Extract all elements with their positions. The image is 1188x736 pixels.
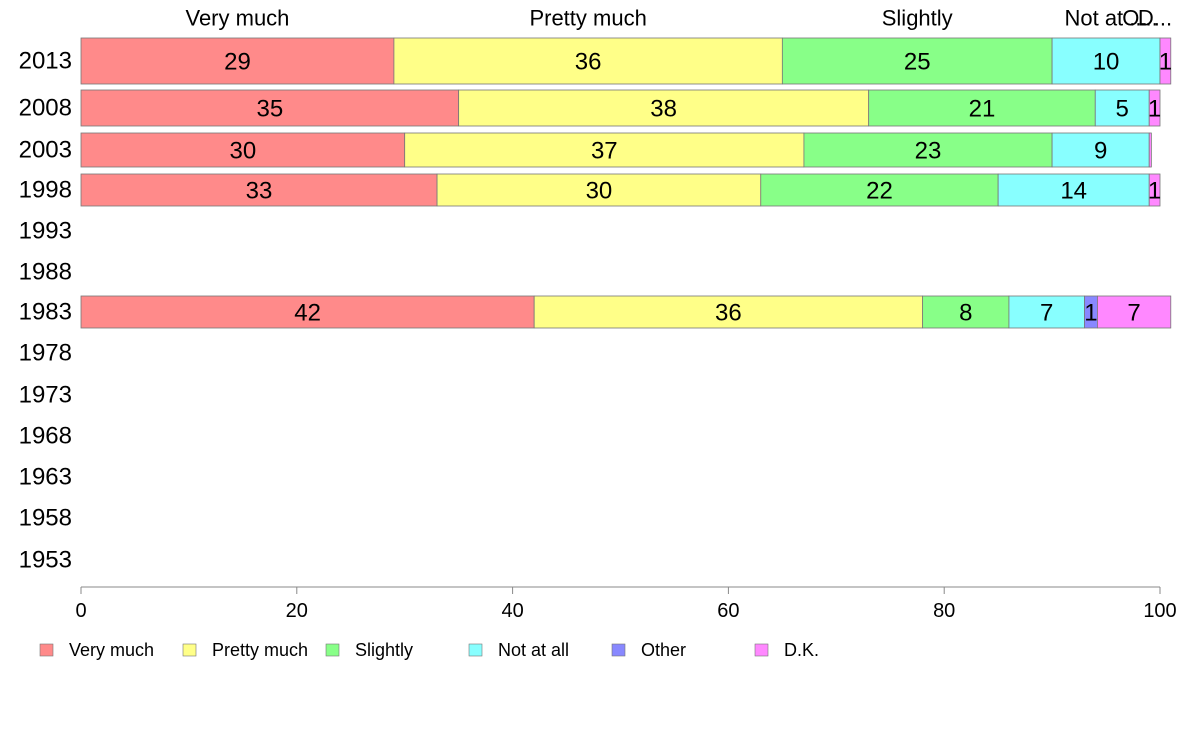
legend-swatch-other	[611, 643, 626, 657]
year-label-1958: 1958	[19, 505, 72, 532]
legend-label-pretty-much: Pretty much	[212, 640, 308, 660]
data-label-2013-pretty-much: 36	[575, 49, 602, 76]
x-tick-label-40: 40	[501, 600, 523, 622]
bar-1983-slightly	[922, 295, 1010, 329]
year-label-2013: 2013	[19, 48, 72, 75]
bar-2013-slightly	[781, 37, 1053, 85]
data-label-1983-pretty-much: 36	[715, 300, 742, 327]
bar-1983-pretty-much	[533, 295, 924, 329]
data-label-2013-not-at-all: 10	[1093, 49, 1120, 76]
bar-2008-slightly	[868, 89, 1096, 127]
legend-label-d-k-: D.K.	[784, 640, 819, 660]
bar-2003-very-much	[80, 132, 406, 168]
year-label-2003: 2003	[19, 137, 72, 164]
data-label-2008-not-at-all: 5	[1116, 96, 1129, 123]
data-label-1983-not-at-all: 7	[1040, 300, 1053, 327]
bar-2003-d-k-	[1148, 132, 1152, 168]
bar-2013-d-k-	[1159, 37, 1172, 85]
x-tick-label-60: 60	[717, 600, 739, 622]
data-label-2008-very-much: 35	[256, 96, 283, 123]
top-label-4: O...	[1122, 6, 1157, 31]
data-label-1983-d-k-: 7	[1127, 300, 1140, 327]
data-label-2003-not-at-all: 9	[1094, 138, 1107, 165]
bar-2008-d-k-	[1148, 89, 1161, 127]
data-label-2013-slightly: 25	[904, 49, 931, 76]
legend-swatch-slightly	[325, 643, 340, 657]
top-label-2: Slightly	[882, 6, 953, 31]
bar-1998-pretty-much	[436, 173, 762, 207]
top-label-5: D...	[1138, 6, 1172, 31]
legend-swatch-very-much	[39, 643, 54, 657]
bar-1983-very-much	[80, 295, 535, 329]
year-label-1988: 1988	[19, 259, 72, 286]
top-label-0: Very much	[185, 6, 289, 31]
year-label-1973: 1973	[19, 382, 72, 409]
bar-1983-not-at-all	[1008, 295, 1085, 329]
year-label-1993: 1993	[19, 218, 72, 245]
data-label-1998-very-much: 33	[246, 178, 273, 205]
x-tick-label-0: 0	[75, 600, 86, 622]
legend-label-slightly: Slightly	[355, 640, 413, 660]
data-label-2008-d-k-: 1	[1148, 96, 1161, 123]
year-label-1968: 1968	[19, 423, 72, 450]
year-label-1978: 1978	[19, 340, 72, 367]
data-label-2008-slightly: 21	[969, 96, 996, 123]
bar-1998-very-much	[80, 173, 438, 207]
bar-2013-very-much	[80, 37, 395, 85]
bar-1998-not-at-all	[997, 173, 1150, 207]
data-label-2003-slightly: 23	[915, 138, 942, 165]
legend-label-other: Other	[641, 640, 686, 660]
data-label-1983-very-much: 42	[294, 300, 321, 327]
data-label-1998-d-k-: 1	[1148, 178, 1161, 205]
data-label-2013-very-much: 29	[224, 49, 251, 76]
data-label-2008-pretty-much: 38	[650, 96, 677, 123]
data-label-2003-pretty-much: 37	[591, 138, 618, 165]
data-label-1998-not-at-all: 14	[1060, 178, 1087, 205]
year-label-1998: 1998	[19, 177, 72, 204]
bar-2003-slightly	[803, 132, 1053, 168]
bar-2008-very-much	[80, 89, 460, 127]
legend-swatch-not-at-all	[468, 643, 483, 657]
year-label-1963: 1963	[19, 464, 72, 491]
x-tick-label-80: 80	[933, 600, 955, 622]
data-label-2013-d-k-: 1	[1159, 49, 1172, 76]
legend-swatch-pretty-much	[182, 643, 197, 657]
data-label-1998-pretty-much: 30	[586, 178, 613, 205]
bar-2003-not-at-all	[1051, 132, 1150, 168]
bar-1998-d-k-	[1148, 173, 1161, 207]
year-label-2008: 2008	[19, 95, 72, 122]
bar-2013-not-at-all	[1051, 37, 1161, 85]
legend-label-not-at-all: Not at all	[498, 640, 569, 660]
bar-2013-pretty-much	[393, 37, 783, 85]
data-label-1983-slightly: 8	[959, 300, 972, 327]
year-label-1983: 1983	[19, 299, 72, 326]
year-label-1953: 1953	[19, 547, 72, 574]
legend-swatch-d-k-	[754, 643, 769, 657]
bar-1983-d-k-	[1097, 295, 1172, 329]
x-tick-label-20: 20	[286, 600, 308, 622]
legend-label-very-much: Very much	[69, 640, 154, 660]
x-tick-label-100: 100	[1143, 600, 1176, 622]
data-label-2003-very-much: 30	[229, 138, 256, 165]
top-label-3: Not at ...	[1064, 6, 1147, 31]
bar-2008-pretty-much	[458, 89, 870, 127]
top-label-1: Pretty much	[529, 6, 646, 31]
data-label-1998-slightly: 22	[866, 178, 893, 205]
data-label-1983-other: 1	[1084, 300, 1097, 327]
bar-2008-not-at-all	[1094, 89, 1150, 127]
bar-1998-slightly	[760, 173, 999, 207]
